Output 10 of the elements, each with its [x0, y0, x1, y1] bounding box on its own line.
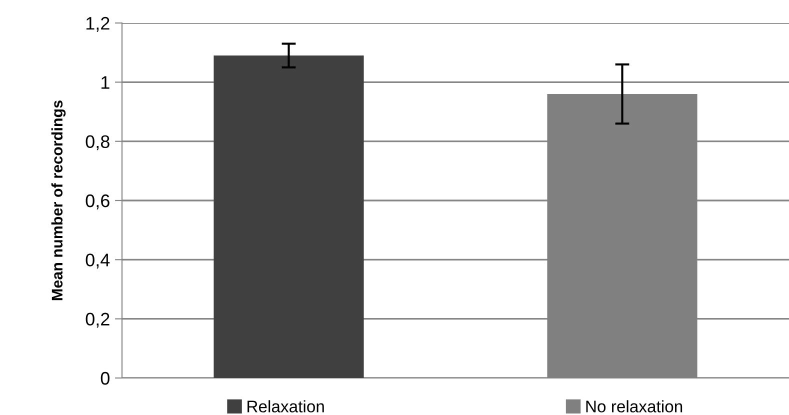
y-tick-label: 0,2	[86, 312, 110, 328]
y-tick-label: 1	[102, 76, 110, 89]
y-tick-label: 1,2	[86, 16, 110, 32]
y-axis-title: Mean number of recordings	[51, 100, 66, 300]
y-tick-label: 0	[100, 372, 110, 385]
y-tick-label: 0,8	[86, 135, 110, 150]
legend-label: No relaxation	[586, 400, 682, 412]
y-tick-label: 0,4	[86, 254, 110, 269]
y-tick-label: 0,6	[86, 194, 110, 210]
legend-label: Relaxation	[248, 400, 324, 412]
